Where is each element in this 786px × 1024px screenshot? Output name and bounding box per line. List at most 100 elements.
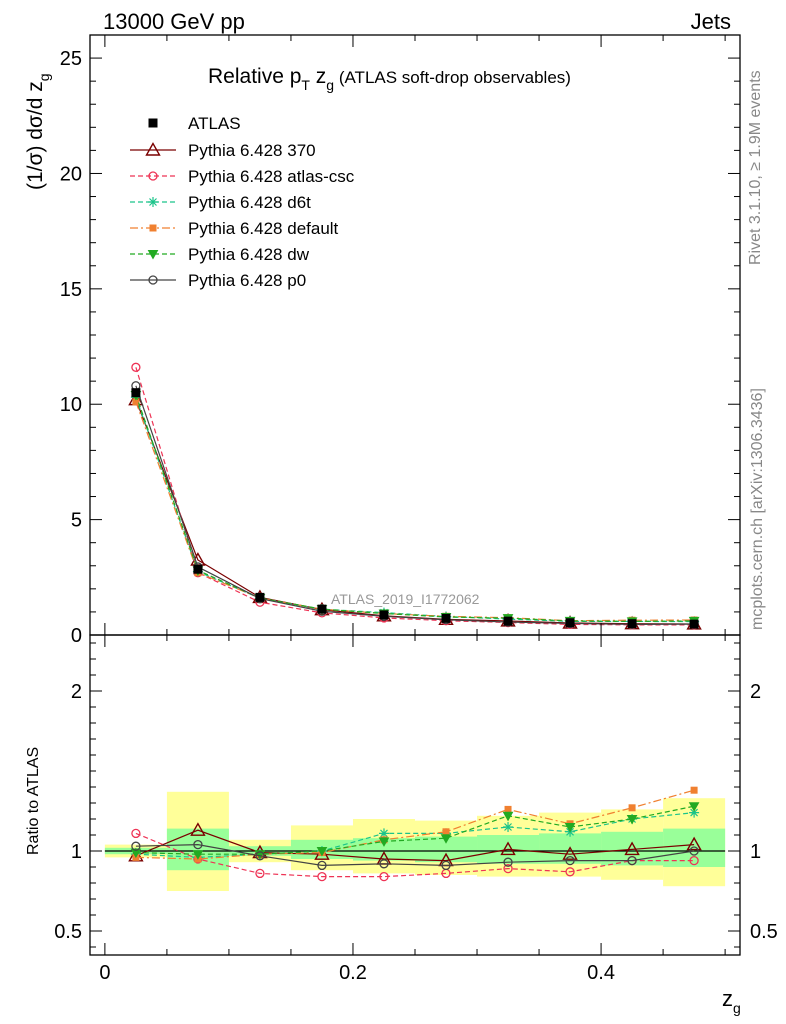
atlas-data-point [565,618,575,628]
ratio-series-point [624,841,640,856]
ratio-series-point [688,802,700,812]
ratio-series-point [689,807,700,818]
title-sub1: T [301,77,310,93]
main-ytick-label: 0 [71,625,82,647]
process-label: Jets [691,9,731,34]
ratio-series-point [565,855,575,866]
title-pre: Relative p [208,65,301,88]
ratio-series-line [135,829,695,862]
legend-label: Pythia 6.428 p0 [188,271,306,290]
ratio-series-point [565,867,575,877]
ratio-ytick-label-right: 1 [750,841,761,863]
ratio-series-point [504,805,512,813]
main-series-line [135,394,695,622]
main-series-line [135,385,695,625]
ratio-ytick-label-right: 2 [750,681,761,703]
ratio-series-point [379,871,389,882]
ratio-series-point [564,823,576,833]
ratio-band-green [601,831,664,866]
legend-marker [148,275,158,285]
ratio-series-point [502,811,514,822]
ratio-series-point [316,847,328,857]
ratio-series-point [440,834,452,844]
legend-label: Pythia 6.428 dw [188,245,310,264]
ratio-series-point [628,804,636,812]
atlas-data-point [255,592,265,602]
legend-atlas-marker [148,118,158,128]
legend-marker [148,171,158,181]
title-mid: z [310,65,326,88]
atlas-data-point [317,604,327,614]
ratio-series-point [441,860,451,871]
ratio-series-line [135,843,695,867]
ratio-series-point [190,822,206,836]
ratio-series-point [503,863,513,874]
ratio-ytick-label: 2 [71,681,82,703]
ratio-ytick-label: 0.5 [54,921,82,943]
ratio-series-point [503,822,514,832]
main-ytick-label: 20 [60,163,82,185]
ratio-series-point [378,828,389,839]
main-ylabel-text: (1/σ) dσ/d z [24,81,47,190]
main-series-point [131,362,141,372]
ratio-series-point [686,836,702,851]
atlas-data-point [441,613,451,623]
ratio-series-point [626,815,638,825]
main-ylabel: (1/σ) dσ/d zg [24,73,52,190]
ratio-series-line [135,832,695,878]
legend-label: Pythia 6.428 atlas-csc [188,167,355,186]
main-ytick-label: 25 [60,48,82,70]
ratio-band-green [663,828,726,867]
legend-marker [148,197,158,207]
main-ytick-label: 15 [60,279,82,301]
main-series-line [135,367,695,626]
ratio-series-point [689,855,699,866]
ratio-ytick-label: 1 [71,841,82,863]
main-series-line [135,401,695,622]
ratio-series-point [131,828,141,839]
atlas-data-point [131,388,141,398]
ratio-series-point [317,871,327,882]
xtick-label: 0.2 [339,962,367,984]
energy-label: 13000 GeV pp [103,9,245,34]
ratio-series-point [193,839,203,850]
ratio-series-point [378,837,390,847]
main-ytick-label: 10 [60,394,82,416]
ratio-series-point [379,859,389,869]
rivet-label: Rivet 3.1.10, ≥ 1.9M events [747,70,764,265]
atlas-data-point [193,564,203,574]
ratio-series-point [317,860,327,871]
x-axis-label: zg [722,986,741,1016]
ratio-series-point [442,828,450,836]
ratio-series-point [255,868,265,879]
ratio-series-point [503,857,513,867]
legend: ATLAS Pythia 6.428 370 Pythia 6.428 atlas-… [130,114,355,290]
ratio-series-point [192,850,204,860]
xtick-label: 0.4 [587,962,615,984]
ratio-series-point [627,855,637,866]
ratio-series-line [135,812,695,859]
ratio-ytick-label-right: 0.5 [750,921,778,943]
atlas-data-point [503,616,513,626]
ratio-series-point [689,846,699,856]
main-ytick-label: 5 [71,510,82,532]
atlas-data-point [379,610,389,620]
legend-label: Pythia 6.428 370 [188,141,316,160]
ratio-ylabel: Ratio to ATLAS [25,747,42,855]
ratio-series-point [690,786,698,794]
analysis-tag: ATLAS_2019_I1772062 [331,591,480,607]
atlas-data-point [689,619,699,629]
xlabel-text: z [722,986,733,1011]
xtick-label: 0 [99,962,110,984]
legend-label: Pythia 6.428 default [188,219,339,238]
ratio-series-point [500,841,516,856]
ratio-series-point [130,848,142,859]
legend-marker [147,250,159,260]
legend-label: ATLAS [188,114,241,133]
title-post: (ATLAS soft-drop observables) [334,68,571,87]
legend-marker [145,142,161,156]
main-title: Relative pT zg (ATLAS soft-drop observab… [208,65,571,93]
main-series-group [128,362,702,630]
